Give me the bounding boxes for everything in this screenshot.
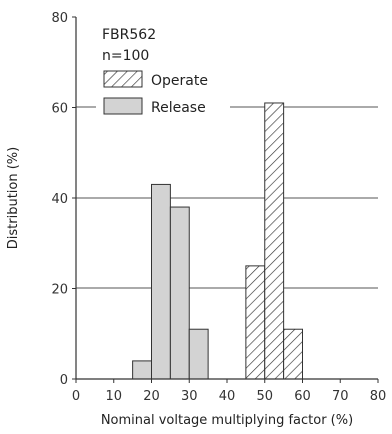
x-tick-label: 60 — [294, 389, 311, 404]
bar-operate-50 — [264, 102, 285, 380]
x-tick-label: 10 — [105, 389, 122, 404]
x-tick-label: 50 — [256, 389, 273, 404]
x-tick-labels: 0 10 20 30 40 50 60 70 80 — [72, 379, 386, 404]
legend-swatch-release — [103, 97, 143, 115]
x-tick-label: 80 — [370, 389, 387, 404]
bar-operate-45 — [245, 265, 266, 380]
bar-release-15 — [132, 360, 152, 380]
annotation-count: n=100 — [102, 48, 149, 64]
x-tick-label: 0 — [72, 389, 80, 404]
y-axis-label: Distribution (%) — [6, 147, 21, 249]
x-tick-label: 30 — [181, 389, 198, 404]
y-tick-label: 60 — [51, 102, 68, 117]
x-tick-label: 20 — [143, 389, 160, 404]
y-tick-label: 0 — [60, 373, 68, 388]
bar-release-30 — [188, 328, 209, 380]
y-tick-label: 80 — [51, 11, 68, 26]
x-tick-label: 70 — [332, 389, 349, 404]
bars — [132, 102, 303, 380]
x-axis-label: Nominal voltage multiplying factor (%) — [101, 413, 353, 428]
y-tick-label: 40 — [51, 192, 68, 207]
y-tick-labels: 0 20 40 60 80 — [51, 11, 76, 388]
annotation-model: FBR562 — [102, 27, 156, 43]
bar-operate-55 — [283, 328, 303, 380]
y-tick-label: 20 — [51, 283, 68, 298]
legend-swatch-operate — [103, 70, 143, 88]
bar-release-25 — [169, 206, 190, 380]
legend-label-release: Release — [151, 100, 206, 116]
x-tick-label: 40 — [219, 389, 236, 404]
legend: Operate Release — [103, 70, 208, 116]
legend-label-operate: Operate — [151, 73, 208, 89]
bar-release-20 — [151, 183, 171, 380]
